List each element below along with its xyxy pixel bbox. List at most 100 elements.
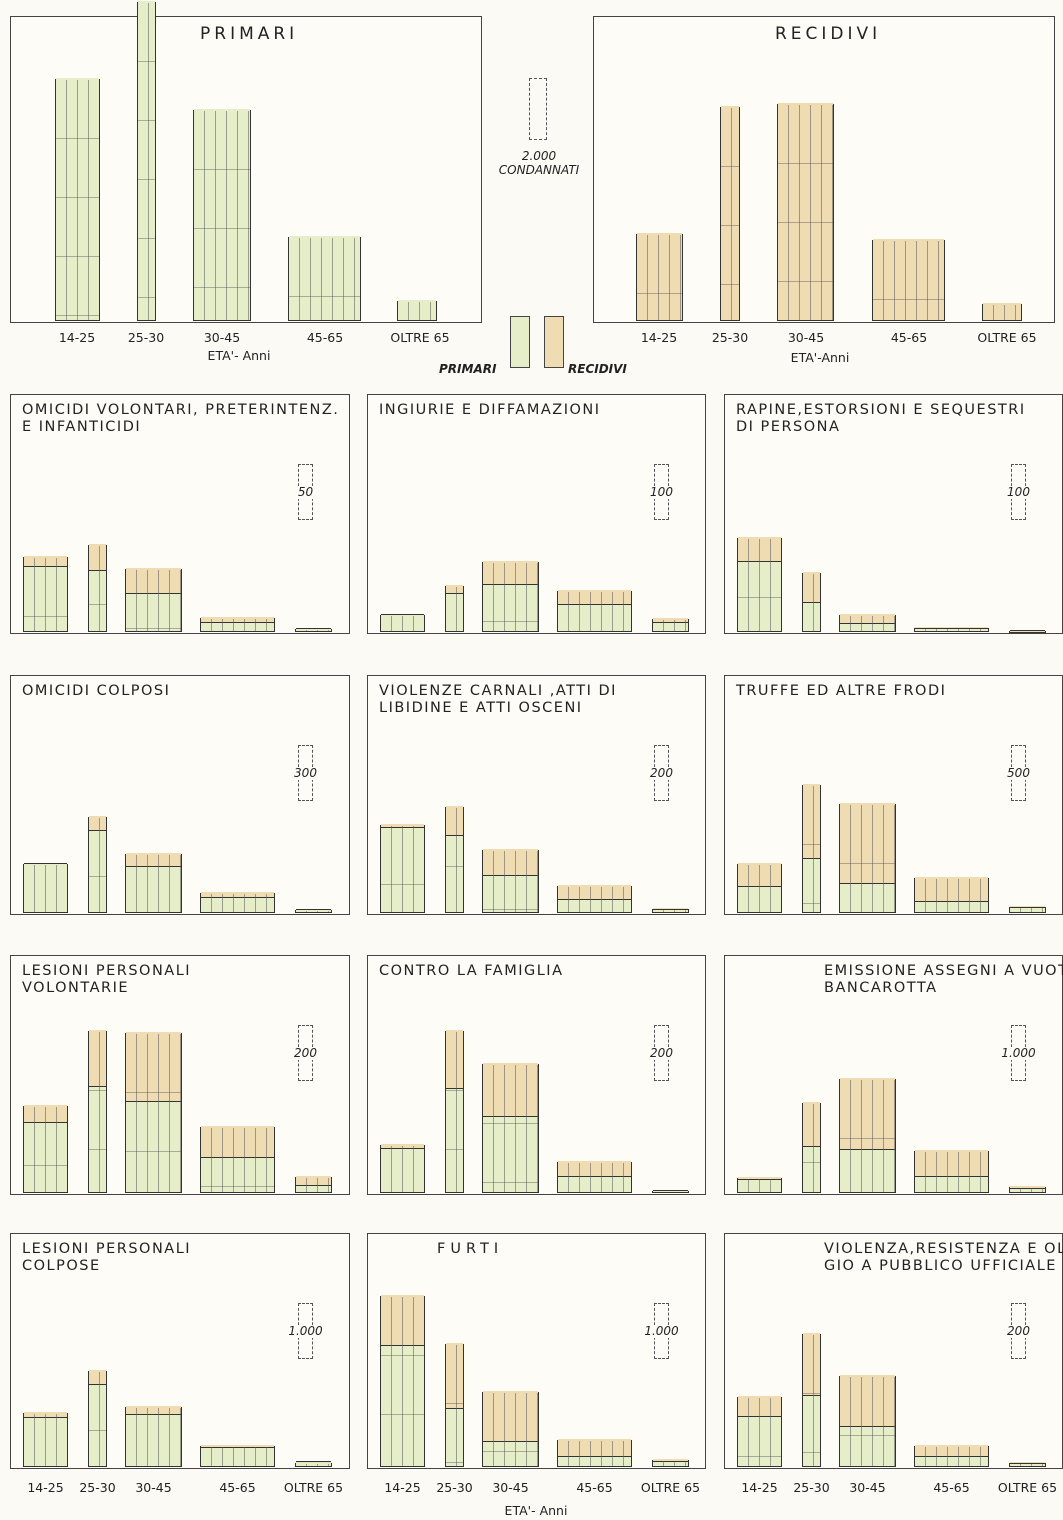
chart-bar bbox=[125, 568, 182, 632]
chart-bar bbox=[23, 556, 68, 632]
chart-bar bbox=[802, 1332, 821, 1467]
tick-label: OLTRE 65 bbox=[997, 1480, 1058, 1495]
bar-segment-divider bbox=[89, 830, 106, 831]
bar-segment-divider bbox=[840, 623, 895, 625]
chart-bar bbox=[872, 239, 945, 321]
bar-segment-primari bbox=[56, 78, 99, 320]
bar-segment-primari bbox=[558, 1177, 631, 1192]
bar-segment-primari bbox=[446, 1409, 463, 1466]
tick-label: 30-45 bbox=[849, 1480, 886, 1495]
chart-bar bbox=[914, 627, 989, 632]
bar-segment-recidivi bbox=[738, 863, 781, 887]
bar-segment-primari bbox=[89, 1385, 106, 1466]
bar-segment-recidivi bbox=[558, 885, 631, 900]
bar-segment-divider bbox=[915, 1176, 988, 1177]
chart-title: VIOLENZE CARNALI ,ATTI DI LIBIDINE E ATT… bbox=[379, 683, 617, 716]
bar-segment-primari bbox=[915, 628, 988, 631]
chart-bar bbox=[125, 1406, 182, 1467]
bar-segment-primari bbox=[653, 1190, 688, 1192]
chart-bar bbox=[636, 233, 683, 321]
chart-bar bbox=[23, 1105, 68, 1193]
chart-bar bbox=[295, 1461, 332, 1467]
bar-segment-primari bbox=[296, 1186, 331, 1192]
bar-segment-primari bbox=[738, 1416, 781, 1466]
bar-segment-divider bbox=[1010, 1463, 1045, 1465]
bar-segment-divider bbox=[840, 883, 895, 885]
bar-segment-recidivi bbox=[89, 816, 106, 831]
bar-segment-primari bbox=[483, 1117, 538, 1192]
bar-segment-primari bbox=[1010, 1189, 1045, 1192]
bar-segment-divider bbox=[126, 592, 181, 594]
chart-bar bbox=[295, 1176, 332, 1193]
chart-bar bbox=[482, 560, 539, 632]
bar-segment-recidivi bbox=[738, 1395, 781, 1417]
chart-bar bbox=[125, 853, 182, 913]
bar-segment-divider bbox=[653, 908, 688, 910]
chart-bar bbox=[737, 863, 782, 913]
chart-bar bbox=[1009, 1462, 1046, 1467]
chart-bar bbox=[200, 1126, 275, 1193]
tick-label: 45-65 bbox=[219, 1480, 256, 1495]
bar-segment-recidivi bbox=[126, 853, 181, 867]
chart-bar bbox=[288, 236, 361, 321]
bar-segment-primari bbox=[446, 835, 463, 912]
tick-label: 14-25 bbox=[384, 1480, 421, 1495]
bar-segment-primari bbox=[840, 1427, 895, 1466]
chart-bar bbox=[380, 613, 425, 632]
bar-segment-primari bbox=[126, 1415, 181, 1466]
bar-segment-divider bbox=[201, 897, 274, 898]
bar-segment-divider bbox=[1010, 629, 1045, 631]
bar-segment-primari bbox=[138, 0, 155, 320]
scale-value: 1.000 bbox=[991, 1047, 1046, 1060]
bar-segment-divider bbox=[201, 1156, 274, 1158]
scale-value: 100 bbox=[634, 486, 689, 499]
bar-segment-divider bbox=[296, 909, 331, 910]
bar-segment-recidivi bbox=[558, 1439, 631, 1457]
tick-label: 30-45 bbox=[135, 1480, 172, 1495]
chart-bar bbox=[557, 590, 632, 632]
bar-segment-divider bbox=[738, 1179, 781, 1180]
chart-bar bbox=[445, 1343, 464, 1467]
bar-segment-recidivi bbox=[653, 907, 688, 910]
chart-bar bbox=[88, 1370, 107, 1467]
bar-segment-primari bbox=[126, 593, 181, 631]
bar-segment-divider bbox=[296, 1461, 331, 1463]
bar-segment-recidivi bbox=[446, 1030, 463, 1089]
chart-bar bbox=[295, 627, 332, 632]
bar-segment-divider bbox=[89, 1384, 106, 1385]
tick-label: 25-30 bbox=[711, 330, 749, 345]
bar-segment-primari bbox=[201, 898, 274, 912]
scale-value: 1.000 bbox=[278, 1325, 333, 1338]
chart-bar bbox=[200, 892, 275, 913]
bar-segment-primari bbox=[381, 1346, 424, 1466]
bar-segment-divider bbox=[24, 863, 67, 864]
bar-segment-primari bbox=[915, 1177, 988, 1192]
tick-label: 14-25 bbox=[27, 1480, 64, 1495]
bar-segment-divider bbox=[381, 1147, 424, 1149]
bar-segment-recidivi bbox=[89, 1370, 106, 1385]
bar-segment-primari bbox=[840, 624, 895, 631]
scale-value: 200 bbox=[991, 1325, 1046, 1338]
bar-segment-primari bbox=[803, 1395, 820, 1466]
bar-segment-recidivi bbox=[483, 849, 538, 876]
chart-bar bbox=[652, 907, 689, 913]
bar-segment-primari bbox=[803, 1147, 820, 1192]
bar-segment-divider bbox=[483, 1441, 538, 1442]
chart-bar bbox=[737, 1177, 782, 1193]
bar-segment-recidivi bbox=[803, 783, 820, 860]
chart-bar bbox=[380, 1144, 425, 1193]
chart-bar bbox=[200, 616, 275, 632]
chart-title: RAPINE,ESTORSIONI E SEQUESTRI DI PERSONA bbox=[736, 402, 1026, 435]
chart-bar bbox=[445, 805, 464, 913]
tick-label: 30-45 bbox=[787, 330, 825, 345]
chart-title-primari: PRIMARI bbox=[200, 24, 299, 44]
bar-segment-divider bbox=[446, 592, 463, 594]
bar-segment-recidivi bbox=[89, 1030, 106, 1087]
bar-segment-primari bbox=[738, 561, 781, 631]
bar-segment-primari bbox=[721, 106, 739, 320]
tick-label: 25-30 bbox=[436, 1480, 473, 1495]
bar-segment-primari bbox=[483, 876, 538, 912]
bar-segment-recidivi bbox=[1010, 906, 1045, 909]
scale-value: 200 bbox=[634, 1047, 689, 1060]
bar-segment-primari bbox=[558, 900, 631, 912]
